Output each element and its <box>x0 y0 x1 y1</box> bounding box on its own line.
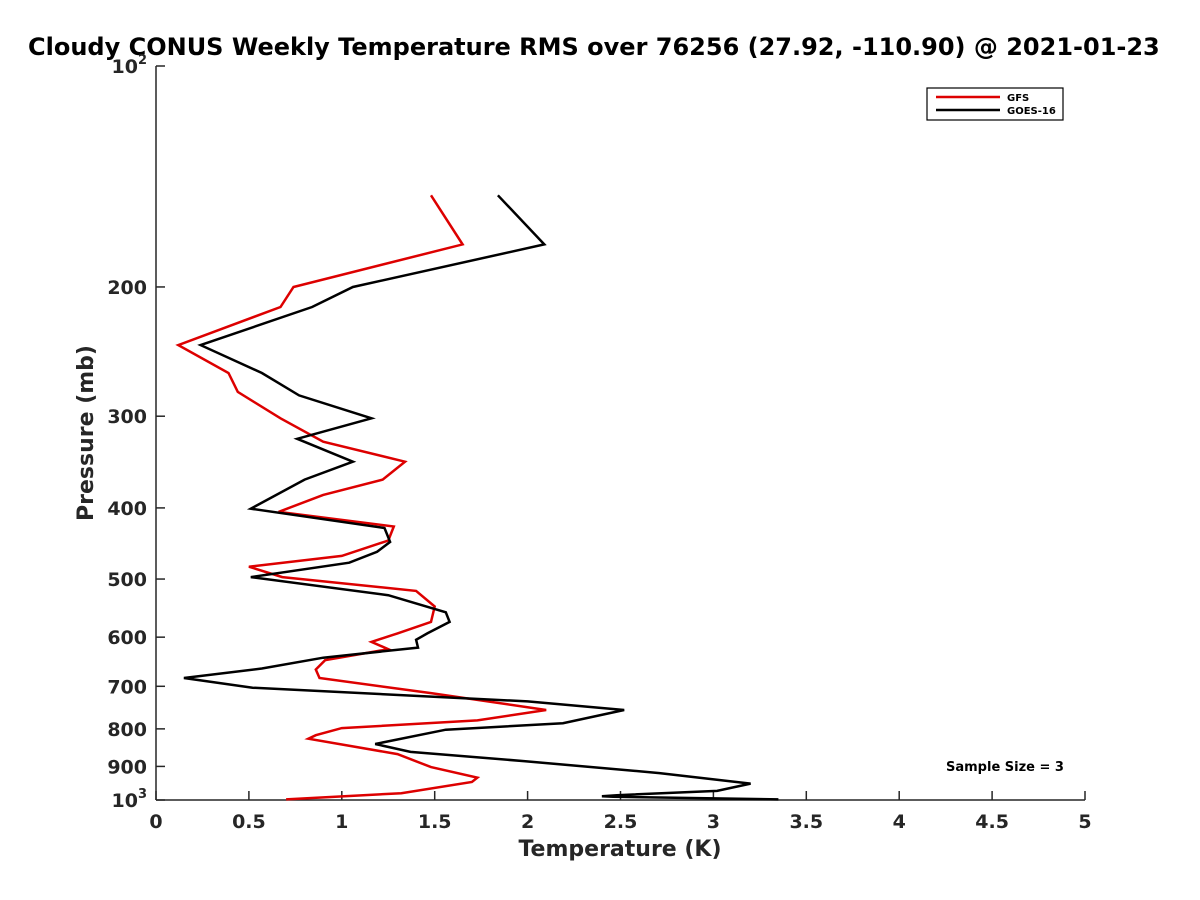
y-tick-label: 600 <box>107 627 147 649</box>
x-tick-label: 4.5 <box>975 811 1009 833</box>
x-tick-label: 1.5 <box>418 811 452 833</box>
x-tick-label: 4 <box>893 811 906 833</box>
y-tick-exponent: 2 <box>138 53 147 68</box>
y-tick-label: 800 <box>107 719 147 741</box>
series-lines <box>175 194 779 801</box>
x-tick-label: 0.5 <box>232 811 266 833</box>
x-tick-label: 5 <box>1078 811 1091 833</box>
y-tick-label: 700 <box>107 676 147 698</box>
series-line-gfs <box>175 194 547 801</box>
y-tick-exponent: 3 <box>138 787 147 802</box>
x-tick-label: 3 <box>707 811 720 833</box>
x-tick-label: 1 <box>335 811 348 833</box>
y-tick-label: 10 <box>112 790 138 812</box>
x-tick-label: 3.5 <box>789 811 823 833</box>
x-axis-label: Temperature (K) <box>518 837 721 862</box>
series-line-goes-16 <box>183 194 779 801</box>
legend-box <box>926 87 1064 121</box>
x-tick-label: 2.5 <box>604 811 638 833</box>
y-tick-label: 300 <box>107 406 147 428</box>
x-tick-label: 0 <box>149 811 162 833</box>
y-tick-label: 10 <box>112 56 138 78</box>
sample-size-annotation: Sample Size = 3 <box>946 760 1064 775</box>
y-tick-label: 400 <box>107 498 147 520</box>
y-tick-label: 500 <box>107 569 147 591</box>
y-tick-label: 200 <box>107 277 147 299</box>
x-ticks: 0 0.5 1 1.5 2 2.5 3 3.5 4 4.5 5 <box>149 791 1092 833</box>
legend-label-goes16: GOES-16 <box>1007 106 1056 117</box>
y-tick-label: 900 <box>107 756 147 778</box>
plot-area: 0 0.5 1 1.5 2 2.5 3 3.5 4 4.5 5 210200300400500600… <box>107 53 1091 833</box>
chart-title: Cloudy CONUS Weekly Temperature RMS over… <box>28 33 1160 61</box>
x-tick-label: 2 <box>521 811 534 833</box>
y-axis-label: Pressure (mb) <box>74 345 99 521</box>
legend-label-gfs: GFS <box>1007 93 1029 104</box>
legend: GFS GOES-16 <box>926 87 1064 121</box>
